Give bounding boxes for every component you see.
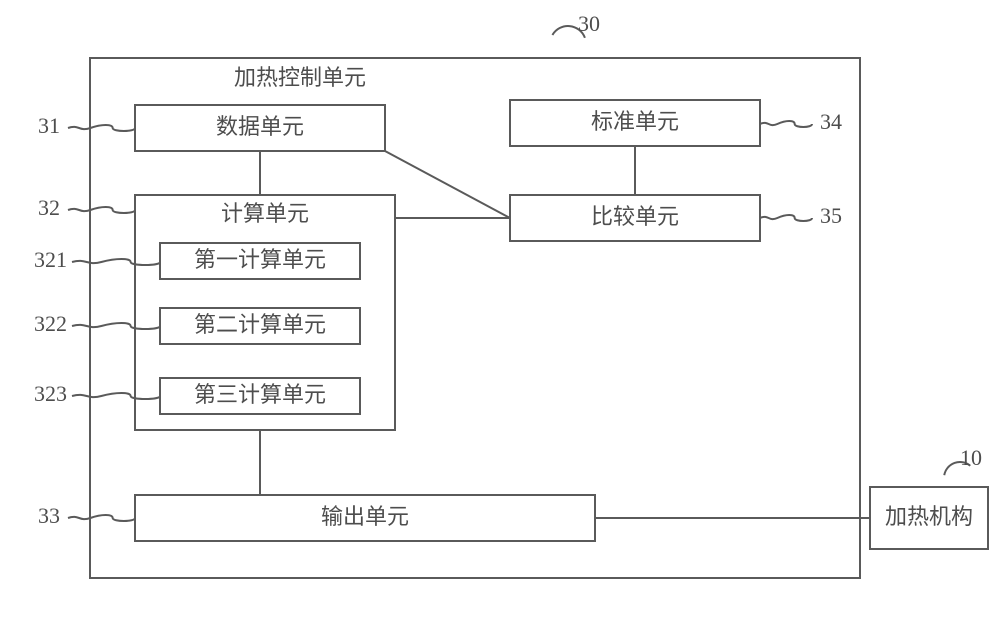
node-standard_unit-label: 标准单元 — [591, 109, 679, 134]
leader-32 — [68, 207, 135, 213]
node-calc_unit-label: 计算单元 — [221, 201, 309, 226]
connector-data_unit-compare_unit — [385, 151, 510, 218]
node-compare_unit-label: 比较单元 — [591, 204, 679, 229]
ref-30: 30 — [578, 11, 600, 36]
ref-35: 35 — [820, 203, 842, 228]
ref-32: 32 — [38, 195, 60, 220]
leader-322 — [72, 323, 160, 329]
node-heater-label: 加热机构 — [885, 504, 973, 529]
ref-10: 10 — [960, 445, 982, 470]
leader-33 — [68, 515, 135, 521]
container-title: 加热控制单元 — [234, 65, 366, 90]
ref-323: 323 — [34, 381, 67, 406]
node-data_unit-label: 数据单元 — [216, 114, 304, 139]
ref-34: 34 — [820, 109, 842, 134]
node-calc3-label: 第三计算单元 — [194, 382, 326, 407]
ref-321: 321 — [34, 247, 67, 272]
leader-35 — [760, 215, 812, 221]
node-output_unit-label: 输出单元 — [321, 504, 409, 529]
leader-31 — [68, 125, 135, 131]
node-calc1-label: 第一计算单元 — [194, 247, 326, 272]
ref-33: 33 — [38, 503, 60, 528]
leader-323 — [72, 393, 160, 399]
ref-322: 322 — [34, 311, 67, 336]
block-diagram: 加热控制单元数据单元 标准单元比较单元 计算单元第一计算单元第二计算单元第三计算单元… — [0, 0, 1000, 619]
leader-34 — [760, 121, 812, 127]
ref-31: 31 — [38, 113, 60, 138]
node-calc2-label: 第二计算单元 — [194, 312, 326, 337]
leader-321 — [72, 259, 160, 265]
